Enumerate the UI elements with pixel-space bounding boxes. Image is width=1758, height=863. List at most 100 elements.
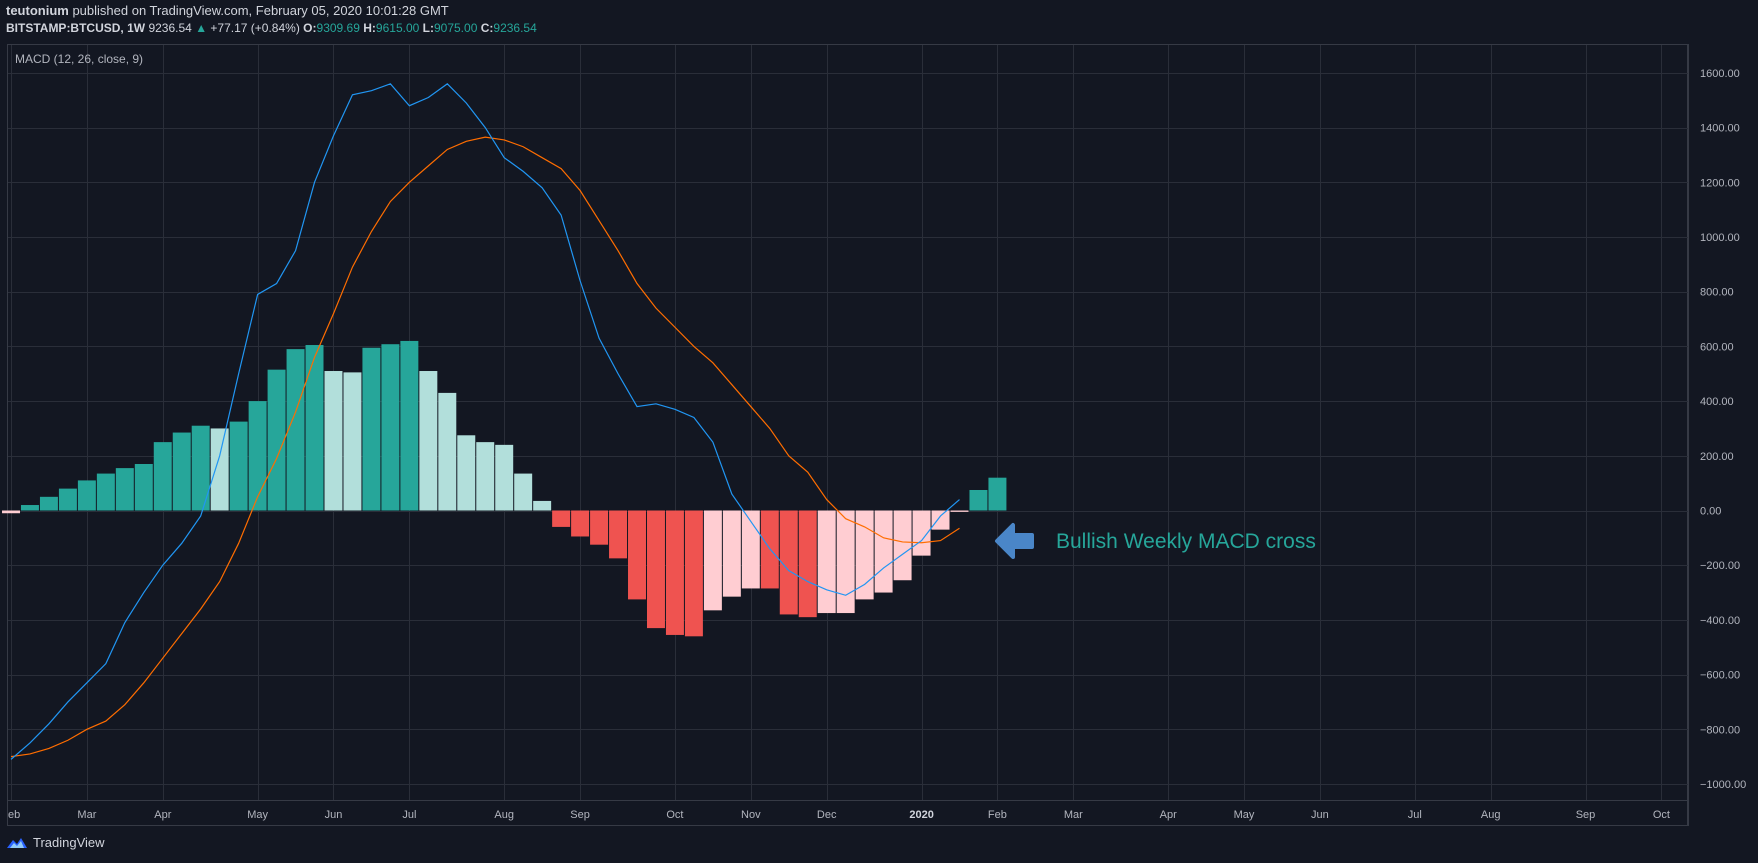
time-tick-label: Apr bbox=[154, 809, 171, 821]
macd-line bbox=[10, 83, 960, 760]
histogram-bar bbox=[77, 480, 96, 511]
histogram-bar bbox=[571, 510, 590, 537]
time-tick-label: Mar bbox=[77, 809, 96, 821]
histogram-bar bbox=[438, 392, 457, 511]
macd-histogram bbox=[2, 340, 1007, 637]
price-tick-label: −200.00 bbox=[1700, 560, 1740, 572]
time-tick-label: 2020 bbox=[909, 809, 933, 821]
histogram-bar bbox=[665, 510, 684, 635]
time-tick-label: Oct bbox=[1653, 809, 1670, 821]
histogram-bar bbox=[286, 349, 305, 511]
time-tick-label: Sep bbox=[570, 809, 590, 821]
histogram-bar bbox=[381, 344, 400, 511]
histogram-bar bbox=[741, 510, 760, 589]
price-tick-label: −400.00 bbox=[1700, 615, 1740, 627]
time-tick-label: Dec bbox=[817, 809, 837, 821]
histogram-bar bbox=[191, 425, 210, 511]
histogram-bar bbox=[172, 432, 191, 511]
price-tick-label: −600.00 bbox=[1700, 670, 1740, 682]
histogram-bar bbox=[457, 435, 476, 511]
indicator-title[interactable]: MACD (12, 26, close, 9) bbox=[15, 52, 144, 66]
price-tick-label: 1000.00 bbox=[1700, 232, 1740, 244]
histogram-bar bbox=[343, 372, 362, 511]
signal-line bbox=[10, 136, 960, 758]
histogram-bar bbox=[931, 510, 950, 530]
author-name[interactable]: teutonium bbox=[6, 3, 69, 18]
histogram-bar bbox=[39, 496, 58, 511]
left-arrow-icon bbox=[995, 523, 1034, 559]
histogram-bar bbox=[476, 442, 495, 511]
time-tick-label: Nov bbox=[741, 809, 761, 821]
time-tick-label: eb bbox=[8, 809, 20, 821]
price-tick-label: −1000.00 bbox=[1700, 779, 1746, 791]
histogram-bar bbox=[836, 510, 855, 614]
last-price: 9236.54 bbox=[148, 21, 192, 35]
histogram-bar bbox=[684, 510, 703, 637]
price-change: +77.17 (+0.84%) bbox=[210, 21, 300, 35]
symbol-ohlc-bar: BITSTAMP:BTCUSD, 1W 9236.54 ▲ +77.17 (+0… bbox=[6, 21, 537, 35]
histogram-bar bbox=[609, 510, 628, 559]
histogram-bar bbox=[305, 345, 324, 511]
histogram-bar bbox=[20, 505, 39, 511]
high-label: H: bbox=[363, 21, 376, 35]
open-value: 9309.69 bbox=[316, 21, 360, 35]
time-tick-label: Mar bbox=[1064, 809, 1083, 821]
histogram-bar bbox=[722, 510, 741, 597]
time-tick-label: Oct bbox=[666, 809, 683, 821]
time-tick-label: Aug bbox=[1481, 809, 1501, 821]
histogram-bar bbox=[400, 340, 419, 511]
histogram-bar bbox=[798, 510, 817, 618]
low-label: L: bbox=[422, 21, 434, 35]
histogram-bar bbox=[362, 347, 381, 511]
time-tick-label: Feb bbox=[988, 809, 1007, 821]
close-label: C: bbox=[480, 21, 494, 35]
price-tick-label: 1400.00 bbox=[1700, 123, 1740, 135]
price-tick-label: 400.00 bbox=[1700, 396, 1734, 408]
histogram-bar bbox=[533, 500, 552, 511]
histogram-bar bbox=[969, 489, 988, 511]
time-tick-label: May bbox=[1234, 809, 1255, 821]
price-tick-label: 800.00 bbox=[1700, 287, 1734, 299]
histogram-bar bbox=[628, 510, 646, 600]
time-tick-label: Apr bbox=[1160, 809, 1177, 821]
histogram-bar bbox=[2, 510, 20, 514]
histogram-bar bbox=[229, 421, 248, 511]
vertical-grid bbox=[11, 45, 1662, 800]
histogram-bar bbox=[552, 510, 571, 527]
histogram-bar bbox=[324, 371, 343, 511]
histogram-bar bbox=[893, 510, 912, 581]
histogram-bar bbox=[419, 371, 438, 511]
histogram-bar bbox=[703, 510, 722, 611]
histogram-bar bbox=[210, 428, 229, 511]
low-value: 9075.00 bbox=[433, 21, 478, 35]
tradingview-logo-icon bbox=[7, 837, 27, 848]
time-tick-label: Jul bbox=[1408, 809, 1422, 821]
histogram-bar bbox=[950, 510, 969, 512]
change-up-icon: ▲ bbox=[195, 21, 208, 35]
open-label: O: bbox=[303, 21, 317, 35]
histogram-bar bbox=[134, 464, 153, 511]
symbol-label[interactable]: BITSTAMP:BTCUSD, 1W bbox=[6, 21, 146, 35]
histogram-bar bbox=[248, 401, 267, 511]
histogram-bar bbox=[855, 510, 874, 600]
histogram-bar bbox=[988, 477, 1007, 511]
chart-frame bbox=[7, 44, 1688, 826]
histogram-bar bbox=[647, 510, 665, 629]
time-axis-labels: eb Mar Apr May Jun Jul Aug Sep Oct Nov Dec 2020 Feb M… bbox=[8, 809, 1670, 821]
price-tick-label: 1200.00 bbox=[1700, 177, 1740, 189]
price-tick-label: −800.00 bbox=[1700, 724, 1740, 736]
histogram-bar bbox=[96, 473, 115, 511]
histogram-bar bbox=[58, 488, 77, 511]
histogram-bar bbox=[817, 510, 836, 614]
close-value: 9236.54 bbox=[493, 21, 537, 35]
time-tick-label: Jun bbox=[1311, 809, 1329, 821]
histogram-bar bbox=[115, 468, 134, 511]
price-tick-label: 600.00 bbox=[1700, 341, 1734, 353]
brand-name: TradingView bbox=[33, 835, 105, 850]
histogram-bar bbox=[514, 473, 533, 511]
price-tick-label: 1600.00 bbox=[1700, 68, 1740, 80]
tradingview-brand[interactable]: TradingView bbox=[6, 835, 105, 850]
price-tick-label: 200.00 bbox=[1700, 451, 1734, 463]
price-axis-labels: 1600.00 1400.00 1200.00 1000.00 800.00 600.00… bbox=[1700, 68, 1746, 791]
